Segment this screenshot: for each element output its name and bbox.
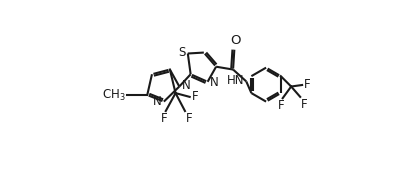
Text: F: F	[301, 98, 308, 111]
Text: CH$_3$: CH$_3$	[102, 87, 126, 103]
Text: N: N	[153, 95, 162, 108]
Text: F: F	[191, 90, 198, 103]
Text: N: N	[210, 76, 219, 89]
Text: HN: HN	[227, 74, 245, 87]
Text: N: N	[181, 79, 190, 92]
Text: F: F	[304, 78, 310, 91]
Text: F: F	[161, 112, 168, 125]
Text: O: O	[230, 33, 241, 47]
Text: F: F	[186, 112, 193, 125]
Text: F: F	[278, 99, 285, 112]
Text: S: S	[178, 46, 186, 59]
